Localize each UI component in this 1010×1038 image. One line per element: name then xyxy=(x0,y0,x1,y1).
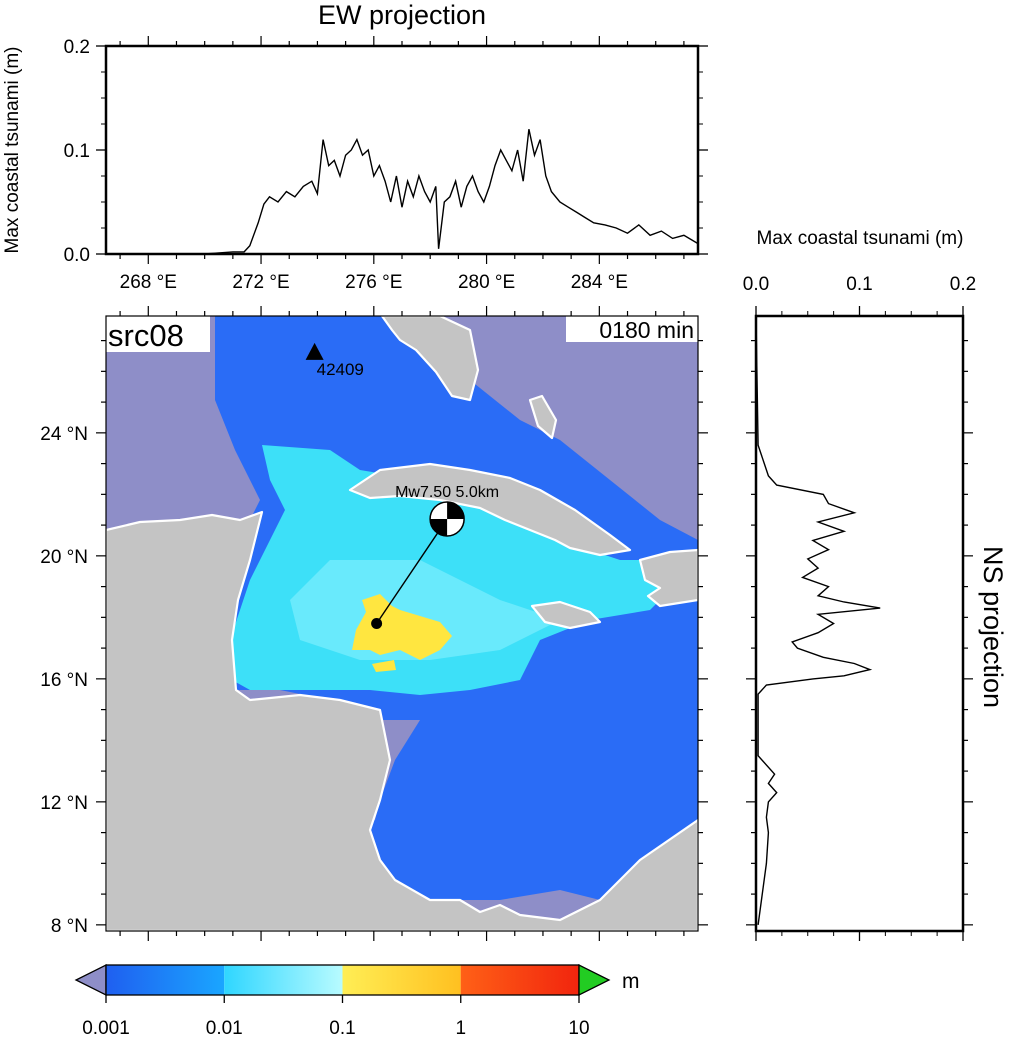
ew-x-tick-label: 276 °E xyxy=(345,272,402,293)
colorbar-segment-overlay xyxy=(460,965,579,995)
station-triangle-icon xyxy=(305,342,324,360)
land-florida xyxy=(380,316,480,402)
ew-y-tick-label: 0.0 xyxy=(64,245,90,266)
colorbar-tick-label: 0.1 xyxy=(329,1018,355,1038)
ns-x-tick-label: 0.2 xyxy=(950,274,976,295)
beachball-icon xyxy=(429,501,465,537)
ns-xlabel: Max coastal tsunami (m) xyxy=(757,228,964,249)
time-label-box xyxy=(566,316,698,342)
station-marker: 42409 xyxy=(305,342,364,379)
map-y-tick-label: 12 °N xyxy=(40,793,88,814)
ew-series-line xyxy=(106,129,699,255)
ew-y-tick-label: 0.1 xyxy=(64,141,90,162)
ew-ylabel: Max coastal tsunami (m) xyxy=(2,47,23,254)
colorbar-tick-label: 0.001 xyxy=(82,1018,130,1038)
colorbar-tick-label: 0.01 xyxy=(206,1018,243,1038)
ew-y-ticks: 0.0 0.1 0.2 xyxy=(64,37,708,266)
event-label: Mw7.50 5.0km xyxy=(395,484,499,501)
ns-panel: Max coastal tsunami (m) NS projection 0.… xyxy=(743,228,1008,941)
map-y-ticks: 8 °N 12 °N 16 °N 20 °N 24 °N xyxy=(40,340,708,937)
ew-x-tick-label: 284 °E xyxy=(571,272,628,293)
colorbar-tick-label: 1 xyxy=(455,1018,466,1038)
colorbar: m 0.001 0.01 0.1 1 10 xyxy=(74,963,640,1038)
land-mexico xyxy=(106,510,698,931)
ew-panel: EW projection Max coastal tsunami (m) 0.… xyxy=(2,0,708,293)
colorbar-under-triangle xyxy=(74,963,107,997)
source-point xyxy=(371,618,383,629)
map-y-tick-label: 24 °N xyxy=(40,424,88,445)
wave-field-high xyxy=(352,594,452,660)
ns-x-tick-label: 0.0 xyxy=(743,274,769,295)
colorbar-segment xyxy=(224,965,343,995)
land-hispaniola xyxy=(638,548,698,608)
ew-x-ticks: 268 °E 272 °E 276 °E 280 °E 284 °E xyxy=(119,36,685,293)
panel-label-box xyxy=(106,316,210,352)
land-bahamas xyxy=(528,394,558,440)
ew-x-tick-label: 268 °E xyxy=(120,272,177,293)
colorbar-segment xyxy=(342,965,461,995)
land-cuba xyxy=(348,462,632,557)
colorbar-unit: m xyxy=(622,970,640,993)
ew-frame xyxy=(104,44,700,256)
map-x-ticks xyxy=(119,306,685,941)
colorbar-segments xyxy=(105,964,580,996)
ns-series-line xyxy=(755,315,881,925)
ew-x-tick-label: 272 °E xyxy=(232,272,289,293)
source-connector-line xyxy=(376,518,448,624)
map-y-tick-label: 8 °N xyxy=(51,916,88,937)
ew-y-tick-label: 0.2 xyxy=(64,37,90,58)
panel-label: src08 xyxy=(108,318,184,353)
ns-x-ticks: 0.0 0.1 0.2 xyxy=(743,274,976,941)
time-label: 0180 min xyxy=(599,317,694,343)
ns-y-ticks xyxy=(746,340,973,926)
station-label: 42409 xyxy=(317,360,364,379)
colorbar-ticks: 0.001 0.01 0.1 1 10 xyxy=(82,995,590,1038)
map-panel: 42409 Mw7.50 5.0km src08 0180 min 8 °N 12… xyxy=(40,306,708,941)
colorbar-over-triangle xyxy=(578,963,611,997)
ew-x-tick-label: 280 °E xyxy=(458,272,515,293)
land-jamaica xyxy=(530,600,602,630)
ew-title: EW projection xyxy=(318,0,486,30)
ns-x-tick-label: 0.1 xyxy=(846,274,872,295)
ns-title: NS projection xyxy=(978,546,1008,708)
map-y-tick-label: 16 °N xyxy=(40,670,88,691)
ns-frame xyxy=(754,314,965,933)
colorbar-tick-label: 10 xyxy=(568,1018,589,1038)
map-y-tick-label: 20 °N xyxy=(40,547,88,568)
map-frame xyxy=(105,315,699,932)
land xyxy=(106,316,698,931)
colorbar-segment xyxy=(106,965,225,995)
